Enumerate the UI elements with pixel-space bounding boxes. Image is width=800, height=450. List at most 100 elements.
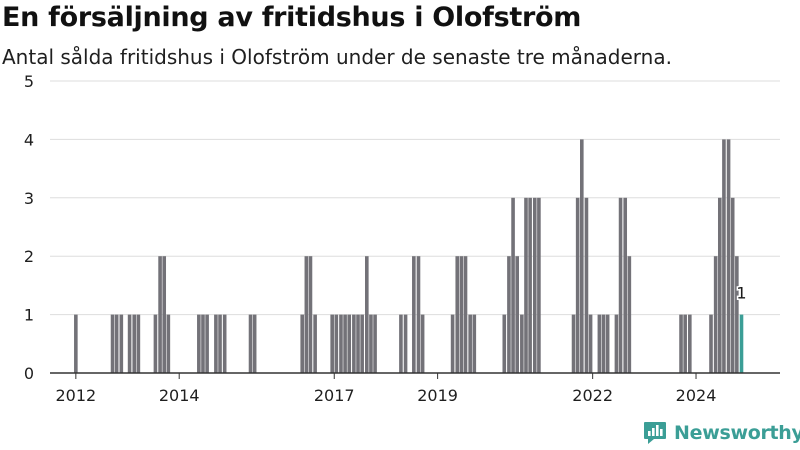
bars [74, 139, 744, 373]
bar [683, 314, 687, 373]
bar [218, 314, 222, 373]
bar [197, 314, 201, 373]
brand-name: Newsworthy [674, 422, 800, 444]
bar [110, 314, 115, 373]
bar-latest [739, 314, 744, 373]
bar [679, 314, 683, 373]
bar [717, 197, 722, 373]
x-tick-label: 2014 [159, 386, 200, 405]
data-labels: 1 [735, 282, 748, 304]
bar [511, 197, 515, 373]
bar [450, 314, 455, 373]
x-axis: 2012 2014 2017 2019 2022 2024 [50, 372, 780, 405]
bar [166, 314, 171, 373]
bar [132, 314, 137, 373]
x-tick-label: 2019 [417, 386, 458, 405]
bar [252, 314, 257, 373]
bar [528, 197, 532, 373]
y-tick-label: 3 [24, 189, 34, 208]
bar [158, 256, 162, 373]
bar [343, 314, 347, 373]
bar [153, 314, 158, 373]
y-tick-label: 5 [24, 72, 34, 91]
bar [339, 314, 343, 373]
bar [730, 197, 735, 373]
bar [308, 256, 313, 373]
bar [532, 197, 537, 373]
bar [136, 314, 141, 373]
bar [412, 256, 416, 373]
bar [420, 314, 425, 373]
bar [205, 314, 209, 373]
bar [588, 314, 593, 373]
bar [162, 256, 167, 373]
bar [304, 256, 309, 373]
chart-title: En försäljning av fritidshus i Olofström [2, 2, 582, 33]
bar [347, 314, 352, 373]
bar [468, 314, 472, 373]
bar [330, 314, 334, 373]
bar [627, 256, 632, 373]
bar [74, 314, 78, 373]
y-axis: 0 1 2 3 4 5 [24, 72, 34, 383]
bar [403, 314, 408, 373]
bar [248, 314, 253, 373]
bar [722, 139, 726, 373]
bar [459, 256, 464, 373]
chart-subtitle: Antal sålda fritidshus i Olofström under… [2, 45, 672, 69]
bar [472, 314, 477, 373]
x-tick-label: 2017 [314, 386, 355, 405]
bar [524, 197, 528, 373]
bar [507, 256, 511, 373]
bar [313, 314, 317, 373]
y-tick-label: 0 [24, 364, 34, 383]
bar [575, 197, 580, 373]
bar [222, 314, 227, 373]
newsworthy-logo: Newsworthy [642, 419, 800, 447]
y-tick-label: 4 [24, 130, 34, 149]
bar [709, 314, 713, 373]
bar [571, 314, 576, 373]
bar [373, 314, 377, 373]
bar [463, 256, 468, 373]
bar [605, 314, 610, 373]
bar [623, 197, 628, 373]
bar [726, 139, 731, 373]
bar [502, 314, 507, 373]
bar [369, 314, 373, 373]
bar [688, 314, 692, 373]
bar [300, 314, 305, 373]
x-tick-label: 2012 [55, 386, 96, 405]
y-tick-label: 2 [24, 247, 34, 266]
bar [127, 314, 132, 373]
bar [119, 314, 124, 373]
bar [584, 197, 589, 373]
bar [455, 256, 460, 373]
bar [520, 314, 524, 373]
bar [580, 139, 584, 373]
bar [399, 314, 403, 373]
bar [114, 314, 119, 373]
newsworthy-icon [644, 422, 666, 444]
bar [713, 256, 718, 373]
bar [360, 314, 364, 373]
bar [352, 314, 356, 373]
bar [356, 314, 360, 373]
x-tick-label: 2022 [572, 386, 613, 405]
y-tick-label: 1 [24, 306, 34, 325]
bar [537, 197, 541, 373]
bar [416, 256, 421, 373]
bar [735, 256, 739, 373]
bar [201, 314, 205, 373]
bar [334, 314, 339, 373]
bar [365, 256, 369, 373]
bar [214, 314, 218, 373]
bar [614, 314, 619, 373]
data-label: 1 [736, 284, 746, 303]
bar [515, 256, 519, 373]
bar [597, 314, 602, 373]
bar [618, 197, 623, 373]
bar [601, 314, 606, 373]
x-tick-label: 2024 [676, 386, 717, 405]
